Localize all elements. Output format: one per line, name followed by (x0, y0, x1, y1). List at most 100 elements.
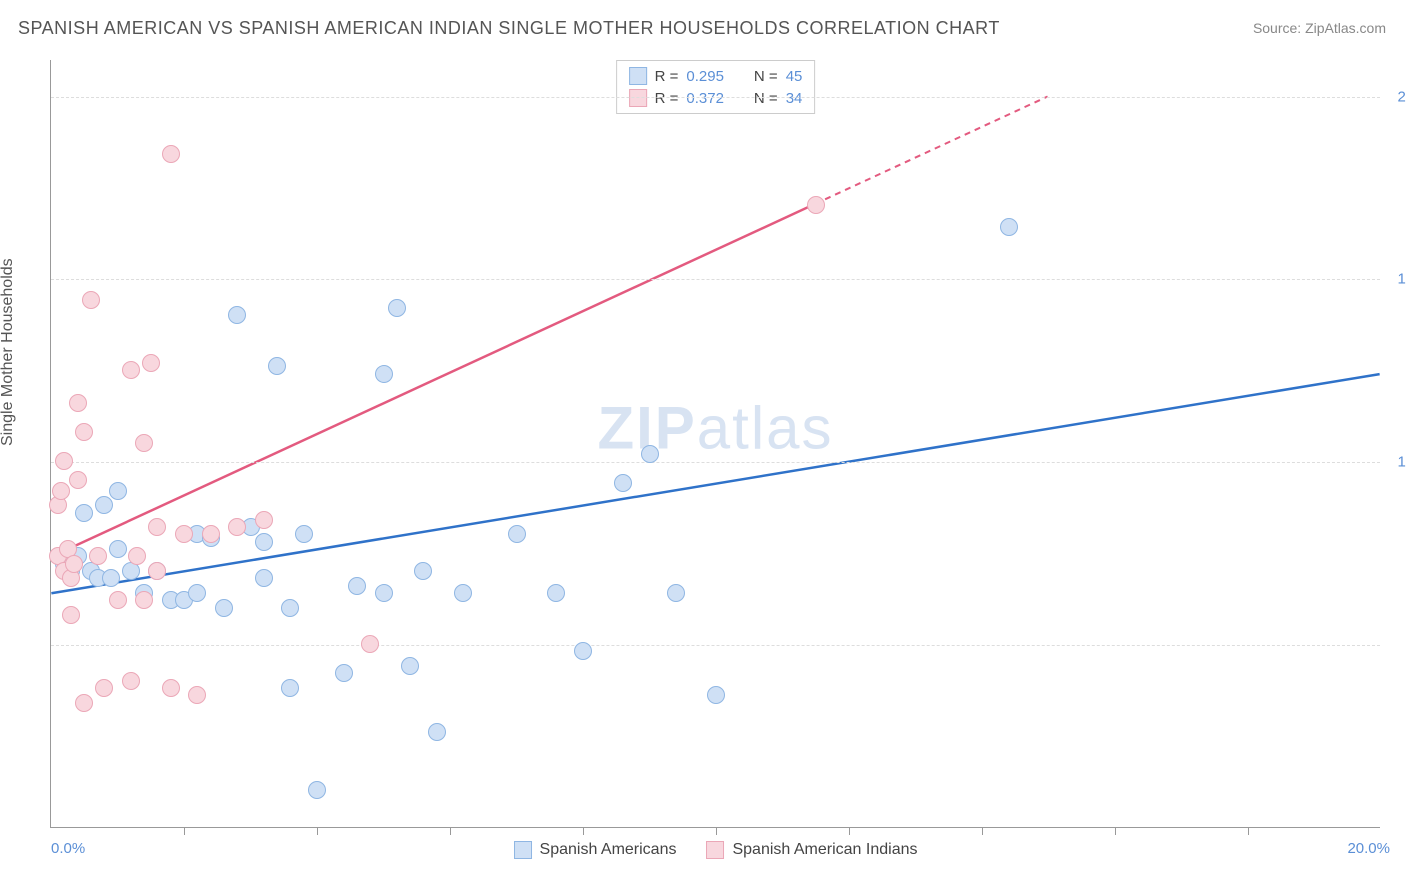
data-point (574, 642, 592, 660)
data-point (95, 496, 113, 514)
data-point (69, 394, 87, 412)
legend-n-label: N = (754, 90, 778, 107)
data-point (228, 306, 246, 324)
gridline (51, 97, 1380, 98)
data-point (667, 584, 685, 602)
legend-swatch (629, 89, 647, 107)
data-point (162, 145, 180, 163)
gridline (51, 279, 1380, 280)
legend-series: Spanish Americans Spanish American Indian… (514, 841, 918, 859)
data-point (228, 518, 246, 536)
data-point (388, 299, 406, 317)
data-point (89, 547, 107, 565)
x-tick (716, 827, 717, 835)
data-point (122, 361, 140, 379)
legend-n-label: N = (754, 68, 778, 85)
data-point (95, 679, 113, 697)
x-tick (1248, 827, 1249, 835)
data-point (295, 525, 313, 543)
y-tick-label: 15.0% (1397, 271, 1406, 288)
data-point (361, 635, 379, 653)
data-point (52, 482, 70, 500)
data-point (375, 365, 393, 383)
data-point (414, 562, 432, 580)
data-point (135, 591, 153, 609)
chart-title: SPANISH AMERICAN VS SPANISH AMERICAN IND… (18, 18, 1000, 39)
data-point (255, 511, 273, 529)
data-point (454, 584, 472, 602)
data-point (1000, 218, 1018, 236)
x-tick (583, 827, 584, 835)
data-point (122, 672, 140, 690)
legend-swatch (514, 841, 532, 859)
data-point (188, 584, 206, 602)
data-point (281, 599, 299, 617)
data-point (202, 525, 220, 543)
data-point (128, 547, 146, 565)
x-tick (184, 827, 185, 835)
data-point (335, 664, 353, 682)
data-point (75, 504, 93, 522)
data-point (707, 686, 725, 704)
data-point (215, 599, 233, 617)
x-tick-max: 20.0% (1347, 840, 1390, 857)
data-point (308, 781, 326, 799)
legend-r-value: 0.372 (686, 90, 724, 107)
data-point (148, 562, 166, 580)
data-point (508, 525, 526, 543)
x-tick-min: 0.0% (51, 840, 85, 857)
trend-lines (51, 60, 1380, 827)
legend-swatch (629, 67, 647, 85)
legend-item: Spanish Americans (514, 841, 677, 859)
gridline (51, 645, 1380, 646)
gridline (51, 462, 1380, 463)
legend-r-label: R = (655, 68, 679, 85)
x-tick (450, 827, 451, 835)
legend-label: Spanish American Indians (732, 841, 917, 859)
data-point (255, 533, 273, 551)
data-point (268, 357, 286, 375)
x-tick (317, 827, 318, 835)
data-point (162, 679, 180, 697)
x-tick (982, 827, 983, 835)
data-point (65, 555, 83, 573)
legend-row: R = 0.295 N = 45 (629, 65, 803, 87)
x-tick (849, 827, 850, 835)
legend-r-value: 0.295 (686, 68, 724, 85)
data-point (428, 723, 446, 741)
data-point (547, 584, 565, 602)
legend-correlation: R = 0.295N = 45R = 0.372N = 34 (616, 60, 816, 114)
data-point (614, 474, 632, 492)
data-point (255, 569, 273, 587)
data-point (75, 423, 93, 441)
data-point (175, 525, 193, 543)
y-tick-label: 10.0% (1397, 454, 1406, 471)
data-point (109, 591, 127, 609)
data-point (62, 606, 80, 624)
data-point (135, 434, 153, 452)
data-point (148, 518, 166, 536)
data-point (188, 686, 206, 704)
legend-r-label: R = (655, 90, 679, 107)
data-point (401, 657, 419, 675)
data-point (375, 584, 393, 602)
y-tick-label: 20.0% (1397, 88, 1406, 105)
y-axis-label: Single Mother Households (0, 258, 17, 446)
data-point (82, 291, 100, 309)
data-point (348, 577, 366, 595)
data-point (109, 540, 127, 558)
legend-n-value: 45 (786, 68, 803, 85)
data-point (75, 694, 93, 712)
data-point (109, 482, 127, 500)
chart-container: SPANISH AMERICAN VS SPANISH AMERICAN IND… (0, 0, 1406, 892)
data-point (281, 679, 299, 697)
plot-area: ZIPatlas R = 0.295N = 45R = 0.372N = 34 … (50, 60, 1380, 828)
data-point (102, 569, 120, 587)
legend-row: R = 0.372N = 34 (629, 87, 803, 109)
legend-swatch (706, 841, 724, 859)
x-tick (1115, 827, 1116, 835)
data-point (807, 196, 825, 214)
source-label: Source: ZipAtlas.com (1253, 20, 1386, 36)
data-point (142, 354, 160, 372)
legend-item: Spanish American Indians (706, 841, 917, 859)
